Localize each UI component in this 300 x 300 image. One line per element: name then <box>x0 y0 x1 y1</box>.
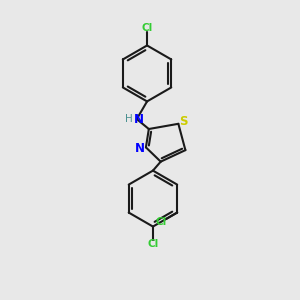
Text: Cl: Cl <box>155 217 167 227</box>
Text: Cl: Cl <box>147 239 159 249</box>
Text: N: N <box>135 142 145 155</box>
Text: N: N <box>134 112 144 126</box>
Text: S: S <box>179 115 188 128</box>
Text: H: H <box>124 114 132 124</box>
Text: Cl: Cl <box>141 23 153 33</box>
